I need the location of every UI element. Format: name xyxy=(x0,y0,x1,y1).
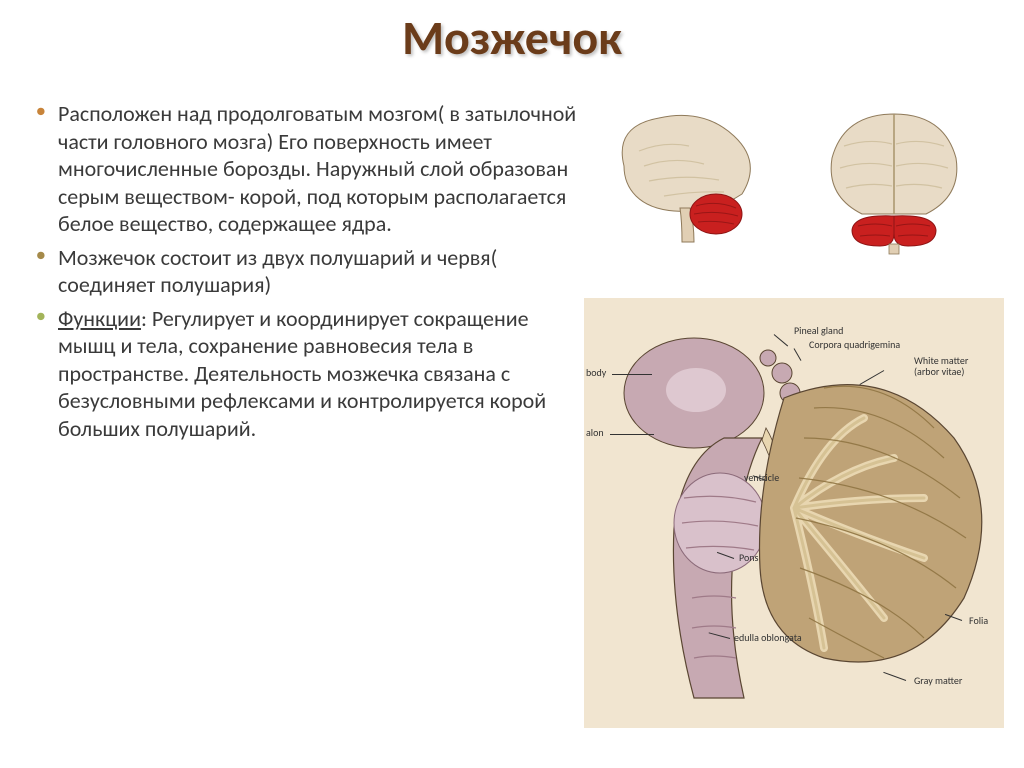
label-medulla: edulla oblongata xyxy=(734,633,802,644)
label-white-matter: White matter (arbor vitae) xyxy=(914,356,968,377)
brain-posterior-view-icon xyxy=(804,96,984,256)
label-corpora: Corpora quadrigemina xyxy=(809,340,900,351)
body-text: Расположен над продолговатым мозгом( в з… xyxy=(30,100,580,448)
leader-line xyxy=(610,434,654,435)
top-brain-figures xyxy=(594,96,994,276)
label-gray: Gray matter xyxy=(914,676,962,687)
bullet-3: Функции: Регулирует и координирует сокра… xyxy=(30,305,580,443)
label-pons: Pons xyxy=(739,553,758,564)
label-alon: alon xyxy=(586,428,604,439)
label-folia: Folia xyxy=(969,616,988,627)
bullet-3-prefix: Функции xyxy=(58,305,141,332)
slide-title: Мозжечок xyxy=(0,8,1024,67)
brain-lateral-view-icon xyxy=(594,96,774,256)
brainstem-sagittal-figure: body alon Pineal gland Corpora quadrigem… xyxy=(584,298,1004,728)
label-pineal: Pineal gland xyxy=(794,326,843,337)
slide: Мозжечок Расположен над продолговатым мо… xyxy=(0,0,1024,768)
bullet-1: Расположен над продолговатым мозгом( в з… xyxy=(30,100,580,238)
label-body: body xyxy=(586,368,606,379)
leader-line xyxy=(612,374,652,375)
bullet-2: Мозжечок состоит из двух полушарий и чер… xyxy=(30,244,580,299)
